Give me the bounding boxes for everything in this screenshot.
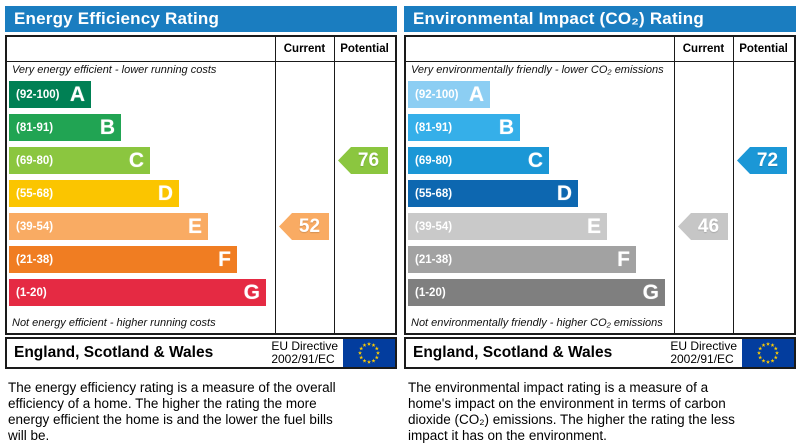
eu-directive-label: EU Directive 2002/91/EC (271, 339, 338, 366)
band-b: (81-91) B (9, 114, 121, 141)
band-letter: D (556, 182, 572, 205)
bottom-caption: Not energy efficient - higher running co… (12, 317, 216, 329)
column-divider (334, 37, 335, 333)
band-range-label: (39-54) (415, 220, 453, 233)
band-a: (92-100) A (408, 81, 490, 108)
column-divider (275, 37, 276, 333)
rating-bands: (92-100) A (81-91) B (69-80) C (55-68) D… (408, 81, 665, 306)
band-letter: C (128, 149, 144, 172)
energy-efficiency-description: The energy efficiency rating is a measur… (8, 380, 336, 443)
eu-directive-label: EU Directive 2002/91/EC (670, 339, 737, 366)
band-b: (81-91) B (408, 114, 520, 141)
band-range-label: (81-91) (415, 121, 453, 134)
band-e: (39-54) E (9, 213, 208, 240)
band-c: (69-80) C (408, 147, 549, 174)
environmental-impact-chart: Current Potential Very environmentally f… (404, 35, 796, 335)
band-c: (69-80) C (9, 147, 150, 174)
band-range-label: (81-91) (16, 121, 54, 134)
eu-flag-icon (742, 339, 794, 367)
band-range-label: (92-100) (415, 88, 459, 101)
band-letter: G (243, 281, 260, 304)
region-footer: England, Scotland & Wales EU Directive 2… (5, 337, 397, 369)
top-caption: Very environmentally friendly - lower CO… (411, 64, 664, 76)
band-range-label: (92-100) (16, 88, 60, 101)
band-d: (55-68) D (408, 180, 578, 207)
band-range-label: (55-68) (16, 187, 54, 200)
band-range-label: (55-68) (415, 187, 453, 200)
band-letter: C (527, 149, 543, 172)
band-d: (55-68) D (9, 180, 179, 207)
chart-header-row: Current Potential (406, 37, 794, 62)
band-range-label: (39-54) (16, 220, 54, 233)
band-letter: E (586, 215, 601, 238)
rating-bands: (92-100) A (81-91) B (69-80) C (55-68) D… (9, 81, 266, 306)
band-range-label: (69-80) (16, 154, 54, 167)
band-a: (92-100) A (9, 81, 91, 108)
potential-column-header: Potential (739, 43, 788, 55)
band-letter: F (617, 248, 630, 271)
energy-efficiency-panel: Energy Efficiency Rating Current Potenti… (5, 6, 397, 369)
band-g: (1-20) G (408, 279, 665, 306)
current-column-header: Current (682, 43, 725, 55)
environmental-impact-title: Environmental Impact (CO₂) Rating (404, 6, 796, 32)
environmental-impact-panel: Environmental Impact (CO₂) Rating Curren… (404, 6, 796, 369)
band-letter: D (157, 182, 173, 205)
band-range-label: (21-38) (415, 253, 453, 266)
band-letter: F (218, 248, 231, 271)
band-range-label: (69-80) (415, 154, 453, 167)
band-range-label: (1-20) (415, 286, 446, 299)
band-letter: A (69, 83, 85, 106)
band-letter: G (642, 281, 659, 304)
region-label: England, Scotland & Wales (14, 344, 214, 361)
energy-efficiency-title: Energy Efficiency Rating (5, 6, 397, 32)
current-column-header: Current (283, 43, 326, 55)
region-footer: England, Scotland & Wales EU Directive 2… (404, 337, 796, 369)
chart-header-row: Current Potential (7, 37, 395, 62)
band-f: (21-38) F (408, 246, 636, 273)
band-f: (21-38) F (9, 246, 237, 273)
band-g: (1-20) G (9, 279, 266, 306)
column-divider (674, 37, 675, 333)
band-e: (39-54) E (408, 213, 607, 240)
bottom-caption: Not environmentally friendly - higher CO… (411, 317, 663, 329)
current-rating-arrow: 46 (678, 213, 728, 240)
energy-efficiency-chart: Current Potential Very energy efficient … (5, 35, 397, 335)
environmental-impact-description: The environmental impact rating is a mea… (408, 380, 735, 443)
band-letter: E (187, 215, 202, 238)
potential-column-header: Potential (340, 43, 389, 55)
band-letter: A (468, 83, 484, 106)
band-letter: B (498, 116, 514, 139)
potential-rating-arrow: 72 (737, 147, 787, 174)
region-label: England, Scotland & Wales (413, 344, 613, 361)
potential-rating-arrow: 76 (338, 147, 388, 174)
top-caption: Very energy efficient - lower running co… (12, 64, 217, 76)
column-divider (733, 37, 734, 333)
current-rating-arrow: 52 (279, 213, 329, 240)
band-letter: B (99, 116, 115, 139)
band-range-label: (1-20) (16, 286, 47, 299)
band-range-label: (21-38) (16, 253, 54, 266)
eu-flag-icon (343, 339, 395, 367)
